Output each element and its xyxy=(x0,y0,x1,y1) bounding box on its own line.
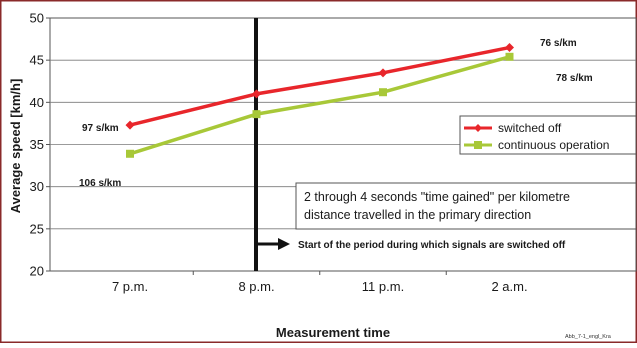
x-axis-title: Measurement time xyxy=(276,325,390,340)
y-axis-title: Average speed [km/h] xyxy=(8,79,23,214)
y-tick-label-20: 20 xyxy=(30,264,44,279)
y-tick-label-50: 50 xyxy=(30,11,44,26)
series-1-point-3 xyxy=(506,53,514,61)
y-tick-label-30: 30 xyxy=(30,179,44,194)
x-tick-label-1: 8 p.m. xyxy=(238,279,274,294)
legend-marker-continuous-operation xyxy=(474,141,482,149)
figure-source-code: Abb_7-1_engl_Kra xyxy=(565,334,612,340)
annotation-78-s-km: 78 s/km xyxy=(556,73,593,84)
annotation-106-s-km: 106 s/km xyxy=(79,178,121,189)
annotation-97-s-km: 97 s/km xyxy=(82,123,119,134)
switch-off-period-annotation: Start of the period during which signals… xyxy=(258,238,566,251)
annotation-76-s-km: 76 s/km xyxy=(540,38,577,49)
y-tick-label-25: 25 xyxy=(30,221,44,236)
series-1-point-2 xyxy=(379,88,387,96)
y-tick-label-35: 35 xyxy=(30,137,44,152)
y-tick-label-40: 40 xyxy=(30,95,44,110)
x-tick-label-3: 2 a.m. xyxy=(491,279,527,294)
legend: switched off continuous operation xyxy=(460,116,636,154)
series-1-point-0 xyxy=(126,150,134,158)
x-tick-label-2: 11 p.m. xyxy=(362,279,404,294)
x-tick-label-0: 7 p.m. xyxy=(112,279,148,294)
time-gained-callout: 2 through 4 seconds "time gained" per ki… xyxy=(296,183,636,229)
y-tick-label-45: 45 xyxy=(30,53,44,68)
legend-label-continuous-operation: continuous operation xyxy=(498,138,609,152)
series-1-point-1 xyxy=(253,110,261,118)
legend-label-switched-off: switched off xyxy=(498,121,562,135)
switch-off-period-label: Start of the period during which signals… xyxy=(298,240,566,251)
